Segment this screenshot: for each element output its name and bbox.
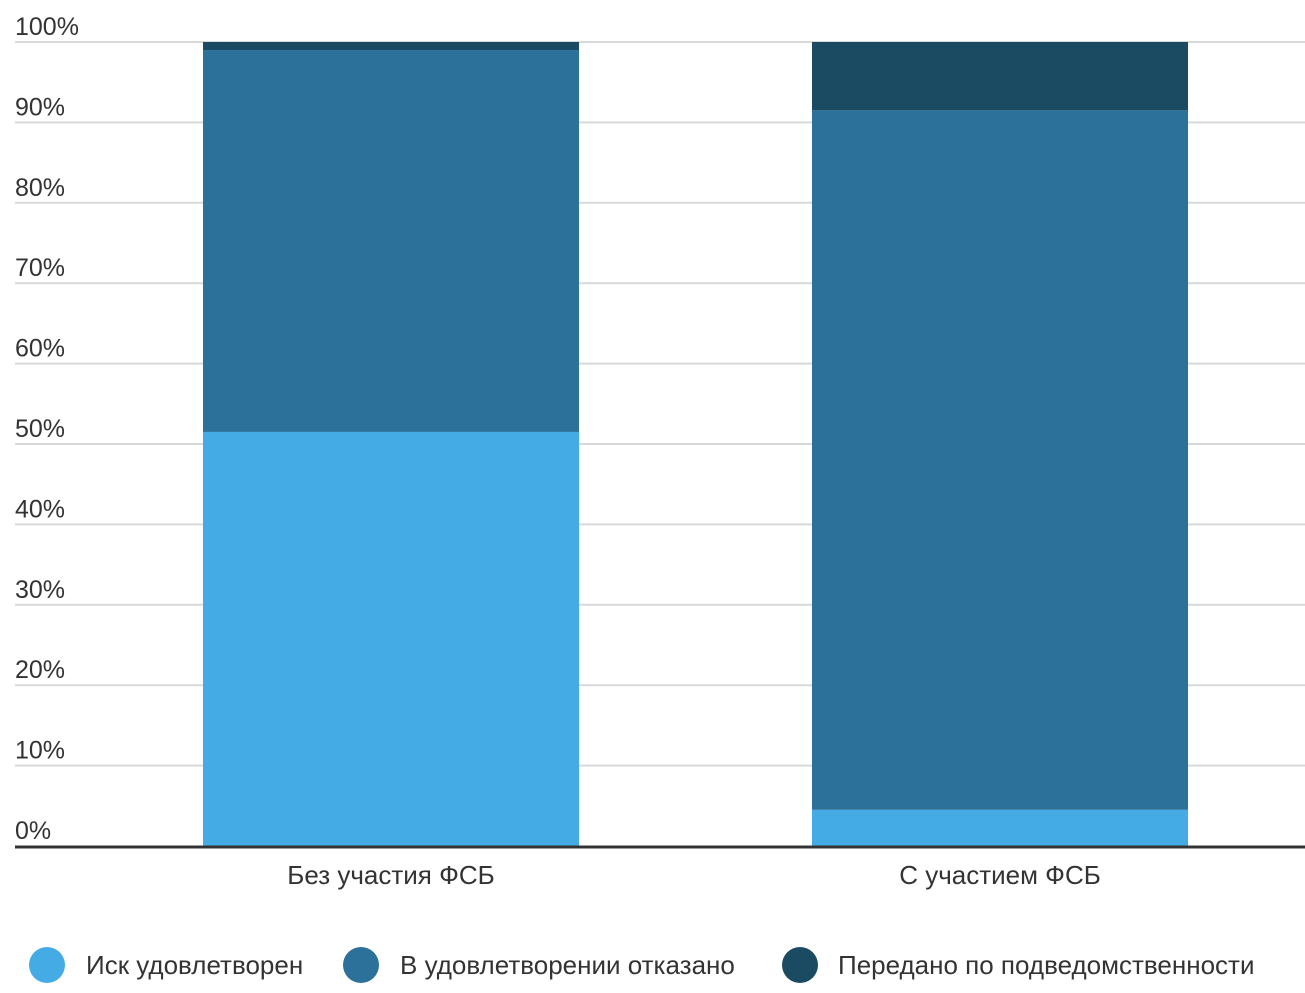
y-tick-label: 60% (15, 335, 65, 363)
y-tick-label: 20% (15, 656, 65, 684)
legend-label-2: В удовлетворении отказано (400, 950, 735, 980)
y-tick-label: 70% (15, 254, 65, 282)
x-category-label: С участием ФСБ (899, 860, 1101, 890)
y-tick-label: 0% (15, 817, 51, 845)
axes: 0% 10% 20% 30% 40% 50% 60% 70% 80% 90% 100% Без уча… (15, 13, 1305, 890)
bar-segment-1-1 (203, 431, 579, 846)
y-tick-label: 10% (15, 737, 65, 765)
y-tick-label: 80% (15, 174, 65, 202)
legend-label-1: Иск удовлетворен (86, 950, 303, 980)
bar-segment-2-1 (812, 809, 1188, 846)
legend-marker-1 (29, 947, 65, 983)
bar-segment-1-3 (203, 42, 579, 51)
y-tick-label: 30% (15, 576, 65, 604)
bar-segment-2-2 (812, 110, 1188, 810)
x-category-label: Без участия ФСБ (287, 860, 494, 890)
bars (203, 42, 1188, 846)
legend-marker-2 (343, 947, 379, 983)
legend-marker-3 (782, 947, 818, 983)
y-tick-label: 90% (15, 93, 65, 121)
bar-segment-2-3 (812, 42, 1188, 111)
y-tick-label: 100% (15, 13, 79, 41)
bar-segment-1-2 (203, 50, 579, 432)
legend: Иск удовлетворен В удовлетворении отказан… (29, 947, 1254, 983)
y-tick-label: 50% (15, 415, 65, 443)
legend-label-3: Передано по подведомственности (838, 950, 1254, 980)
y-tick-label: 40% (15, 495, 65, 523)
